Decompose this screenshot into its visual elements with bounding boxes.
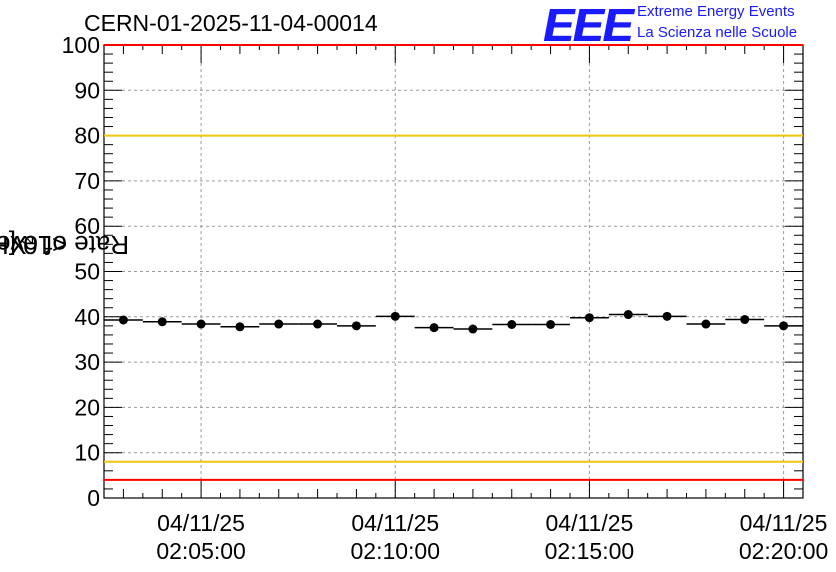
eee-logo: EEE <box>543 0 633 51</box>
data-point <box>157 317 167 327</box>
chart-title: CERN-01-2025-11-04-00014 <box>84 10 378 36</box>
data-point <box>584 313 594 323</box>
data-point <box>623 310 633 320</box>
data-point <box>313 319 323 329</box>
x-tick-label-time: 02:15:00 <box>545 538 635 564</box>
y-tick-label: 10 <box>74 440 100 466</box>
x-tick-label-date: 04/11/25 <box>546 510 634 536</box>
y-axis-label-suffix: <10 [Hz] <box>0 229 68 260</box>
x-tick-label-date: 04/11/25 <box>157 510 245 536</box>
x-tick-label-time: 02:05:00 <box>156 538 246 564</box>
data-point <box>507 320 517 330</box>
x-tick-label-date: 04/11/25 <box>351 510 439 536</box>
data-point <box>118 315 128 325</box>
y-tick-label: 50 <box>74 259 100 285</box>
logo-line-2: La Scienza nelle Scuole <box>637 24 798 41</box>
y-tick-label: 0 <box>87 485 100 511</box>
data-point <box>429 323 439 333</box>
data-point <box>546 320 556 330</box>
data-point <box>390 311 400 321</box>
x-tick-label-date: 04/11/25 <box>740 510 828 536</box>
y-tick-label: 90 <box>74 77 100 103</box>
data-point <box>662 311 672 321</box>
data-point <box>351 321 361 331</box>
x-tick-label-time: 02:20:00 <box>739 538 829 564</box>
y-tick-label: 70 <box>74 168 100 194</box>
data-point <box>701 319 711 329</box>
y-tick-label: 20 <box>74 394 100 420</box>
data-point <box>779 321 789 331</box>
data-point <box>468 324 478 334</box>
data-point <box>196 319 206 329</box>
y-tick-label: 30 <box>74 349 100 375</box>
y-tick-label: 80 <box>74 123 100 149</box>
logo-line-1: Extreme Energy Events <box>637 3 795 20</box>
y-tick-label: 60 <box>74 213 100 239</box>
data-point <box>274 319 284 329</box>
data-point <box>740 315 750 325</box>
y-tick-label: 40 <box>74 304 100 330</box>
x-tick-label-time: 02:10:00 <box>350 538 440 564</box>
data-point <box>235 322 245 332</box>
y-tick-label: 100 <box>62 32 100 58</box>
